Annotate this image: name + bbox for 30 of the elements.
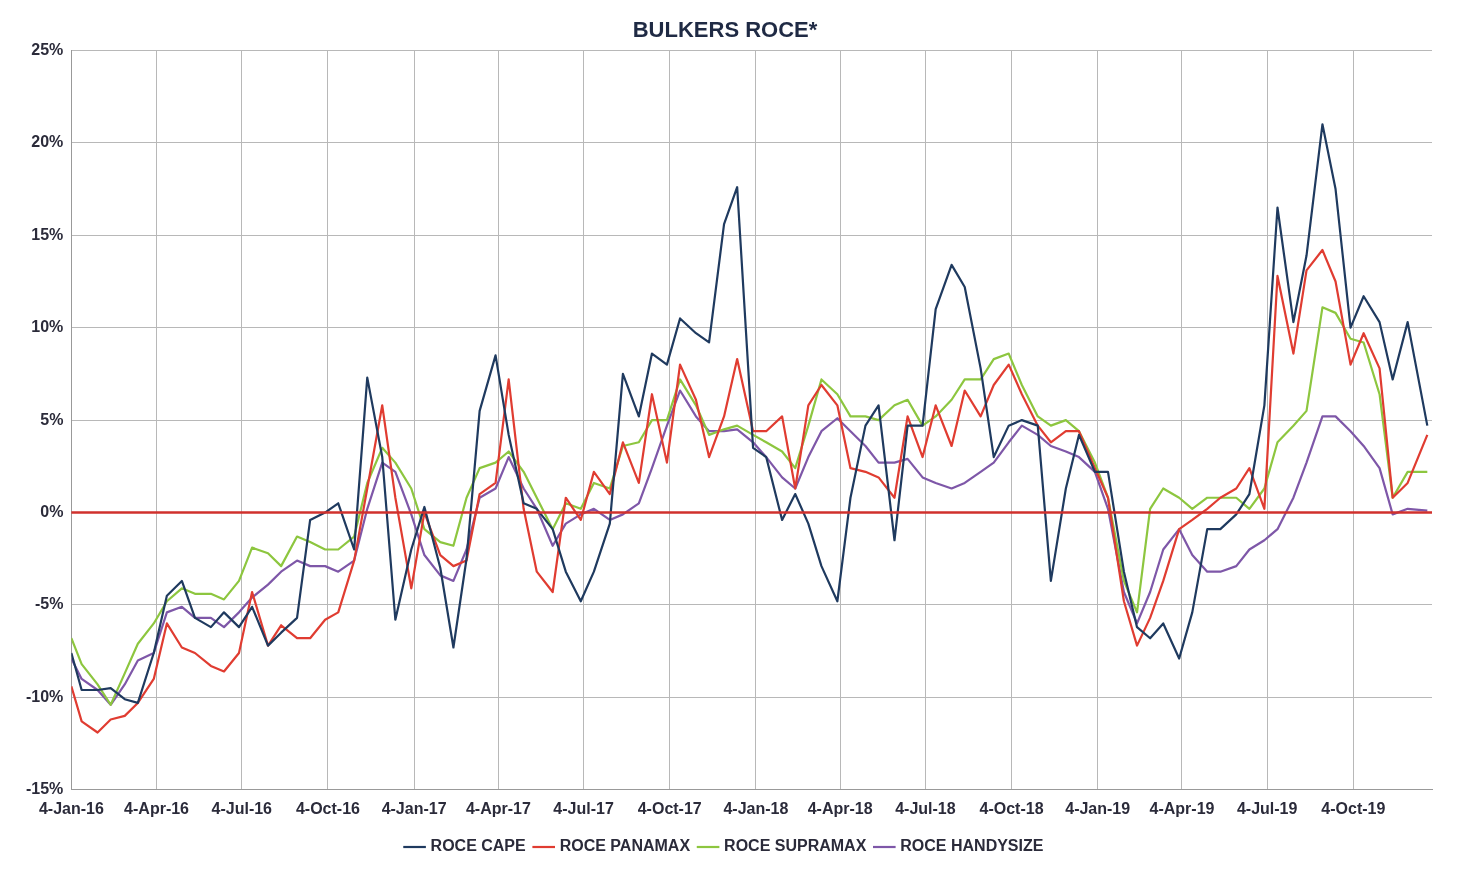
legend-label: ROCE CAPE — [430, 837, 527, 855]
x-tick-label: 4-Jan-16 — [38, 799, 104, 817]
x-tick-label: 4-Jan-17 — [381, 799, 447, 817]
y-tick-label: 25% — [31, 40, 64, 58]
y-tick-label: 10% — [31, 318, 64, 336]
y-tick-label: -15% — [25, 780, 64, 798]
x-tick-label: 4-Apr-17 — [465, 799, 531, 817]
y-tick-label: 15% — [31, 225, 64, 243]
x-tick-label: 4-Jul-17 — [553, 799, 614, 817]
chart-title: BULKERS ROCE* — [632, 17, 818, 43]
x-tick-label: 4-Oct-18 — [979, 799, 1044, 817]
y-tick-label: 0% — [40, 502, 64, 520]
x-tick-label: 4-Oct-16 — [295, 799, 361, 817]
y-tick-label: 5% — [40, 410, 64, 428]
x-tick-label: 4-Oct-19 — [1321, 799, 1386, 817]
y-tick-label: -10% — [25, 687, 64, 705]
x-tick-label: 4-Jan-19 — [1065, 799, 1131, 817]
y-tick-label: 20% — [31, 133, 64, 151]
x-tick-label: 4-Apr-18 — [807, 799, 873, 817]
x-tick-label: 4-Jul-19 — [1236, 799, 1298, 817]
legend-label: ROCE PANAMAX — [559, 837, 691, 855]
y-tick-label: -5% — [34, 595, 64, 613]
x-tick-label: 4-Jul-18 — [895, 799, 956, 817]
x-tick-label: 4-Oct-17 — [637, 799, 702, 817]
x-tick-label: 4-Jan-18 — [723, 799, 789, 817]
legend-label: ROCE SUPRAMAX — [724, 837, 867, 855]
x-tick-label: 4-Apr-19 — [1149, 799, 1215, 817]
legend-label: ROCE HANDYSIZE — [900, 837, 1044, 855]
x-tick-label: 4-Apr-16 — [124, 799, 190, 817]
x-tick-label: 4-Jul-16 — [211, 799, 273, 817]
